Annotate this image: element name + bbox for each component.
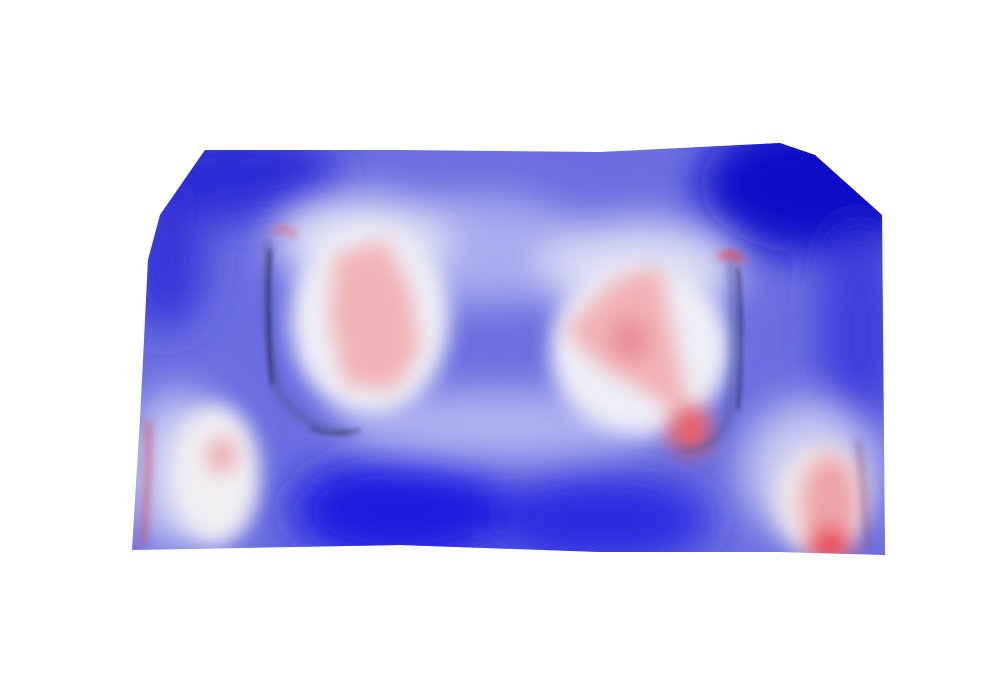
mesh-surface: [100, 115, 940, 580]
